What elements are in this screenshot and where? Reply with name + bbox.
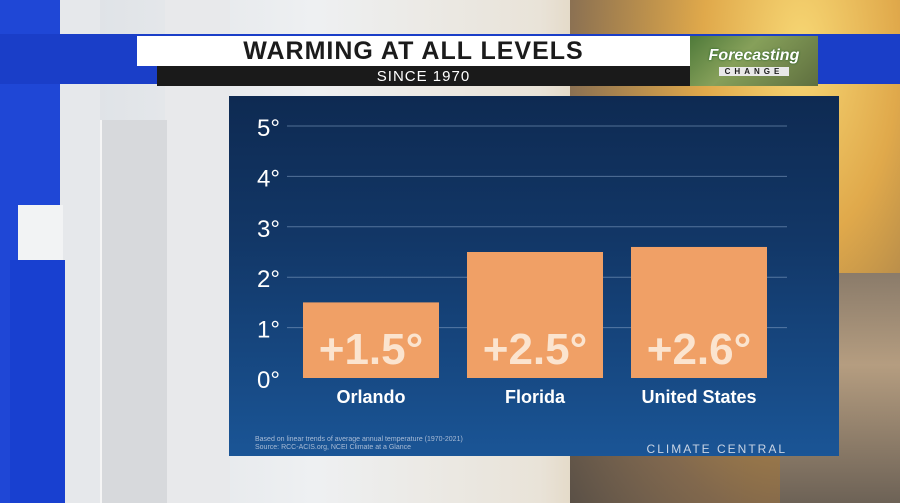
y-tick-label: 2° <box>257 266 280 293</box>
x-category-label: Florida <box>505 387 566 407</box>
y-tick-label: 3° <box>257 216 280 243</box>
x-category-label: Orlando <box>336 387 405 407</box>
forecasting-change-logo: Forecasting CHANGE <box>690 36 818 86</box>
logo-text-top: Forecasting <box>708 46 800 64</box>
y-tick-label: 0° <box>257 367 280 394</box>
y-tick-label: 4° <box>257 165 280 192</box>
chart-panel: 0° 1° 2° 3° 4° 5° +1.5° Orlando +2.5° Florida +2.6… <box>229 96 839 456</box>
chart-subtitle: SINCE 1970 <box>376 67 471 85</box>
logo-text-bottom: CHANGE <box>718 66 790 76</box>
y-tick-label: 1° <box>257 317 280 344</box>
background-blue-panel-2 <box>10 260 65 503</box>
source-footnote: Based on linear trends of average annual… <box>255 436 463 452</box>
y-tick-label: 5° <box>257 115 280 142</box>
footnote-line-1: Based on linear trends of average annual… <box>255 436 463 443</box>
bar <box>303 302 439 378</box>
chart-title: WARMING AT ALL LEVELS <box>243 36 584 65</box>
background-grey-panel-2 <box>100 120 167 503</box>
bar-chart: 0° 1° 2° 3° 4° 5° +1.5° Orlando +2.5° Florida +2.6… <box>257 115 787 407</box>
x-category-label: United States <box>641 387 756 407</box>
subtitle-banner: SINCE 1970 <box>157 66 690 86</box>
title-banner: WARMING AT ALL LEVELS <box>137 36 690 66</box>
footnote-line-2: Source: RCC-ACIS.org, NCEI Climate at a … <box>255 444 411 451</box>
bar <box>467 252 603 378</box>
bar-value-label: +2.6° <box>647 325 751 374</box>
bar <box>631 246 767 378</box>
bar-value-label: +2.5° <box>483 325 587 374</box>
climate-central-credit: CLIMATE CENTRAL <box>647 442 787 456</box>
bar-value-label: +1.5° <box>319 325 423 374</box>
credit-text: CLIMATE CENTRAL <box>646 442 787 456</box>
